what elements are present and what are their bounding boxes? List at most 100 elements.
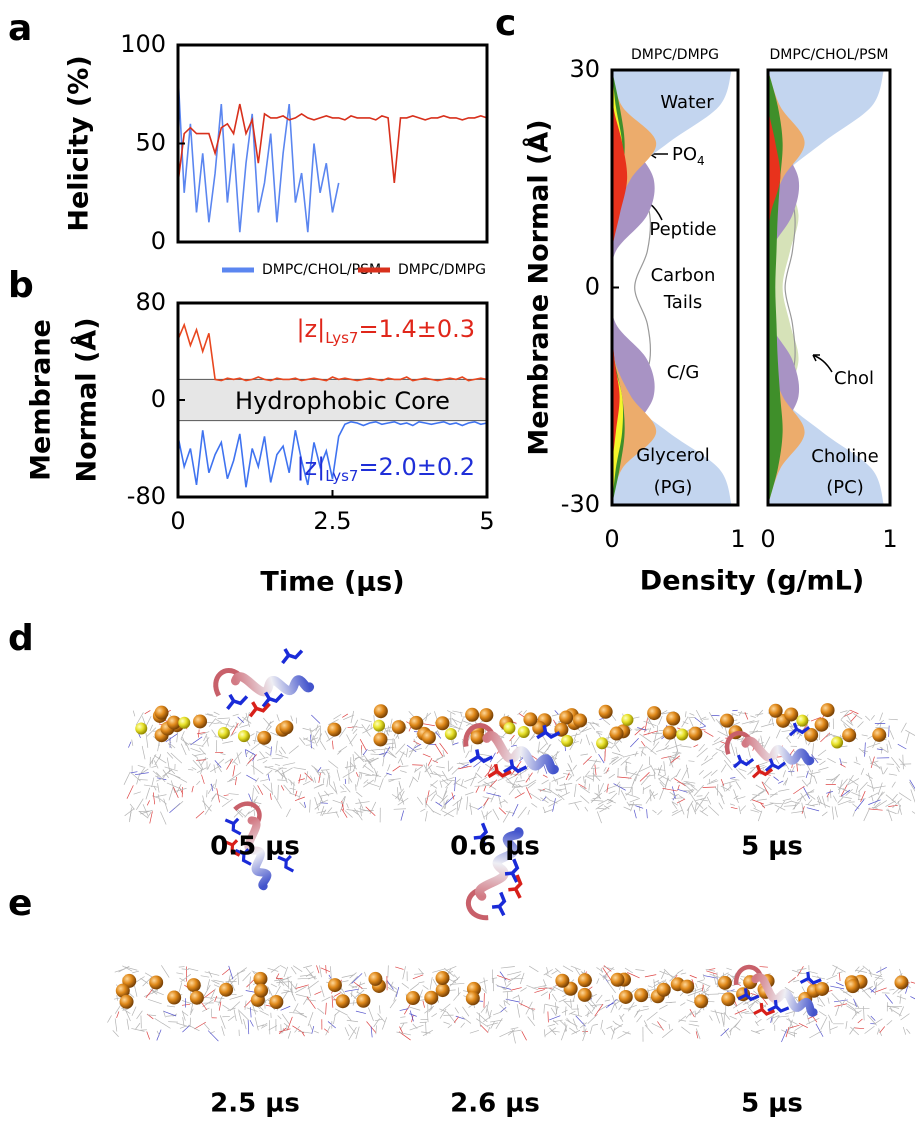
lipid-bond [212,997,225,999]
lipid-bond [700,757,713,766]
lipid-bond [170,752,183,764]
lipid-bond [290,780,292,786]
lipid-bond [220,753,226,755]
lipid-bond [138,779,148,781]
lipid-bond [157,794,161,803]
snapshot-time: 5 µs [741,1089,803,1119]
lipid-bond [615,744,621,753]
lipid-bond [612,752,621,756]
lipid-bond [413,738,419,747]
lipid-bond [529,1008,535,1012]
lipid-bond [606,798,616,804]
peptide-tail [724,731,752,755]
lipid-bond [790,978,796,982]
lipid-bond [461,778,464,787]
phosphate [736,987,751,1002]
lipid-bond [203,1023,210,1031]
lipid-bond [505,773,519,781]
lipid-bond [395,788,404,800]
lipid-bond [850,1026,860,1036]
lipid-bond [747,999,760,1007]
lipid-bond [661,1028,674,1039]
lipid-bond [455,1015,465,1020]
lipid-bond [423,723,435,727]
lipid-bond [424,811,428,822]
lipid-bond [828,1014,833,1024]
lipid-bond [605,998,618,1009]
lipid-bond [810,716,822,722]
lipid-bond [689,974,697,979]
lipid-bond [447,1012,456,1024]
lipid-bond [891,781,896,788]
lipid-bond [387,987,398,994]
lipid-bond [121,1007,131,1014]
lipid-bond [706,970,718,975]
lipid-bond [302,727,313,732]
lipid-bond [400,810,405,821]
lipid-bond [608,773,616,779]
lipid-bond [731,778,740,781]
lipid-bond [897,743,907,750]
x-axis-label: Density (g/mL) [640,566,864,597]
lipid-bond [697,980,711,987]
lipid-bond [221,798,233,808]
phosphate [391,720,406,735]
lipid-bond [564,1000,575,1003]
lipid-bond [337,750,342,755]
lipid-bond [551,969,559,975]
lipid-bond [584,1004,593,1015]
lipid-bond [667,744,682,750]
lipid-bond [547,1023,556,1027]
annotation: |z|Lys7=1.4±0.3 [296,315,475,347]
annotation-part: Lys7 [325,329,358,347]
lipid-bond [599,804,612,813]
lipid-bond [818,767,829,771]
lipid-bond [299,974,312,977]
lipid-bond [202,1007,210,1012]
lipid-bond [797,966,804,977]
lipid-bond [854,1009,857,1016]
lipid-bond [596,731,603,733]
lipid-bond [678,1015,687,1023]
legend-label: DMPC/CHOL/PSM [262,262,381,278]
lipid-bond [771,715,774,726]
lipid-bond [624,967,633,974]
lipid-bond [607,1002,614,1006]
lipid-bond [898,758,906,767]
lipid-bond [251,765,264,775]
lipid-bond [381,1017,388,1030]
lipid-bond [362,763,367,769]
lipid-bond [528,965,539,973]
snapshot-time: 2.5 µs [210,1089,300,1119]
lipid-bond [333,781,338,795]
lipid-bond [694,803,697,811]
x-axis-label: Time (µs) [260,567,404,598]
lipid-bond [469,1030,480,1034]
lipid-bond [763,736,771,749]
series-line [177,74,340,233]
lipid-bond [490,1021,495,1029]
lipid-bond [262,759,268,764]
lipid-bond [671,786,676,800]
lipid-bond [718,720,724,729]
lipid-bond [319,797,323,806]
lipid-bond [693,988,697,1000]
lipid-bond [167,743,173,749]
phosphate [768,703,783,718]
lipid-bond [169,743,176,749]
lipid-bond [262,744,272,750]
lipid-bond [208,718,216,727]
lipid-bond [608,756,620,765]
lipid-bond [585,734,591,746]
lipid-bond [877,782,883,796]
lipid-bond [155,772,166,783]
lipid-bond [860,790,866,803]
phosphate [465,707,480,722]
lipid-bond [134,985,138,997]
lipid-bond [430,780,438,787]
lipid-bond [624,761,632,764]
lipid-bond [278,750,283,755]
lipid-bond [720,785,730,791]
lipid-bond [644,974,657,978]
lipid-bond [646,809,648,819]
